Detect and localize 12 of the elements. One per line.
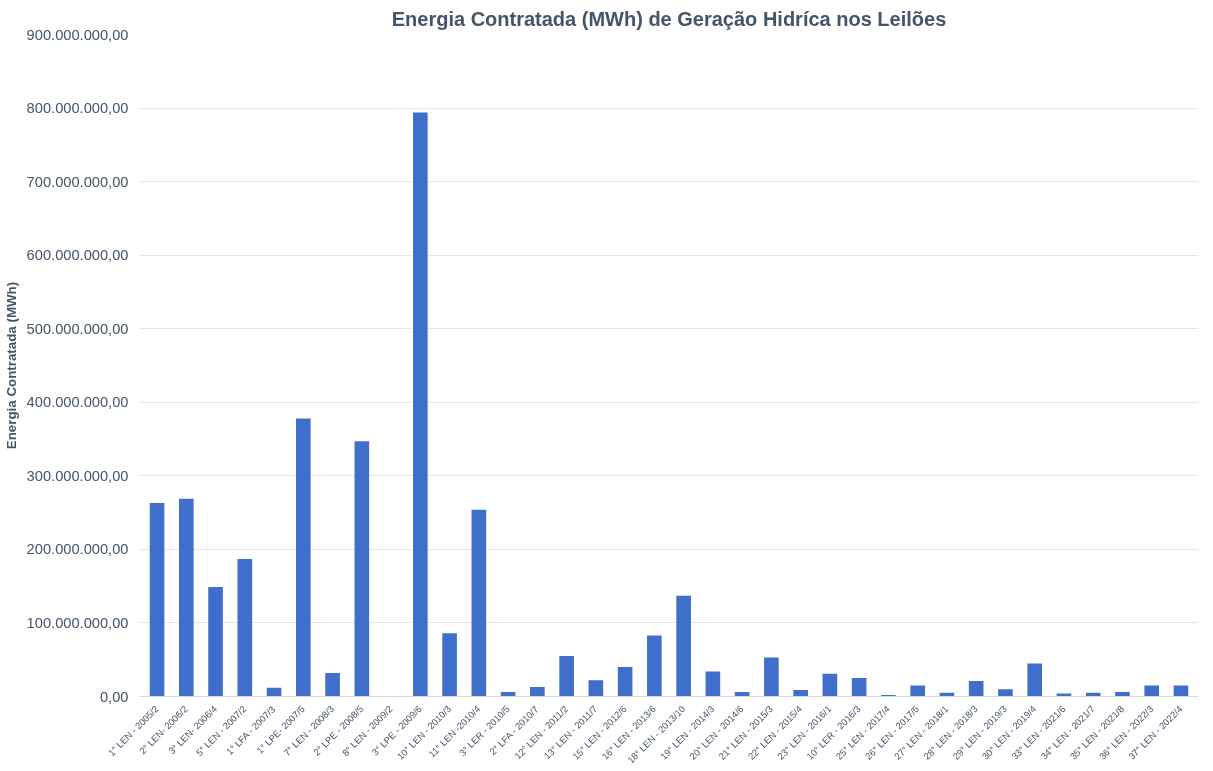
y-tick-label: 900.000.000,00: [26, 26, 129, 43]
y-tick-label: 0,00: [99, 688, 129, 705]
y-tick-label: 200.000.000,00: [26, 541, 129, 558]
y-tick-label: 700.000.000,00: [26, 173, 129, 190]
chart-title: Energia Contratada (MWh) de Geração Hidríca nos Leilões: [391, 7, 947, 30]
y-tick-label: 100.000.000,00: [26, 614, 129, 631]
y-tick-label: 500.000.000,00: [26, 320, 129, 337]
y-tick-label: 600.000.000,00: [26, 247, 129, 264]
y-tick-label: 300.000.000,00: [26, 467, 129, 484]
y-tick-label: 800.000.000,00: [26, 100, 129, 117]
y-tick-label: 400.000.000,00: [26, 394, 129, 411]
y-axis-title: Energia Contratada (MWh): [3, 281, 19, 450]
